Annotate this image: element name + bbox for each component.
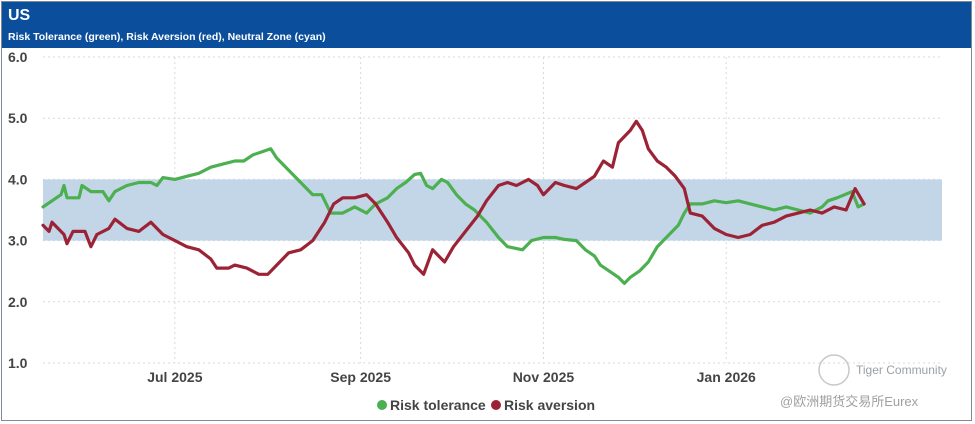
- watermark: Tiger Community @欧洲期货交易所Eurex: [780, 354, 947, 409]
- chart-subtitle: Risk Tolerance (green), Risk Aversion (r…: [8, 31, 326, 43]
- series-line-risk-aversion: [41, 119, 866, 276]
- legend: Risk tolerance Risk aversion: [377, 397, 595, 413]
- y-tick-label: 5.0: [8, 110, 28, 126]
- x-tick-label: Nov 2025: [513, 369, 575, 385]
- grid-lines: [43, 56, 942, 364]
- chart-title: US: [8, 7, 31, 24]
- x-tick-label: Jul 2025: [147, 369, 202, 385]
- y-tick-label: 3.0: [8, 233, 28, 249]
- watermark-line1: Tiger Community: [856, 363, 947, 377]
- legend-marker-risk-tolerance: [377, 400, 387, 410]
- y-axis: 1.0 2.0 3.0 4.0 5.0 6.0: [8, 49, 28, 371]
- x-axis: Jul 2025 Sep 2025 Nov 2025 Jan 2026: [147, 369, 756, 385]
- y-tick-label: 2.0: [8, 294, 28, 310]
- tiger-logo-icon: [818, 354, 850, 386]
- y-tick-label: 1.0: [8, 355, 28, 371]
- series-line-risk-tolerance: [41, 147, 866, 285]
- legend-label-risk-tolerance[interactable]: Risk tolerance: [390, 397, 486, 413]
- x-tick-label: Sep 2025: [330, 369, 391, 385]
- chart-header: US Risk Tolerance (green), Risk Aversion…: [2, 2, 971, 48]
- legend-marker-risk-aversion: [491, 400, 501, 410]
- x-tick-label: Jan 2026: [697, 369, 756, 385]
- legend-label-risk-aversion[interactable]: Risk aversion: [504, 397, 595, 413]
- watermark-line2: @欧洲期货交易所Eurex: [780, 394, 919, 409]
- y-tick-label: 6.0: [8, 49, 28, 65]
- series-lines: [41, 119, 866, 285]
- y-tick-label: 4.0: [8, 171, 28, 187]
